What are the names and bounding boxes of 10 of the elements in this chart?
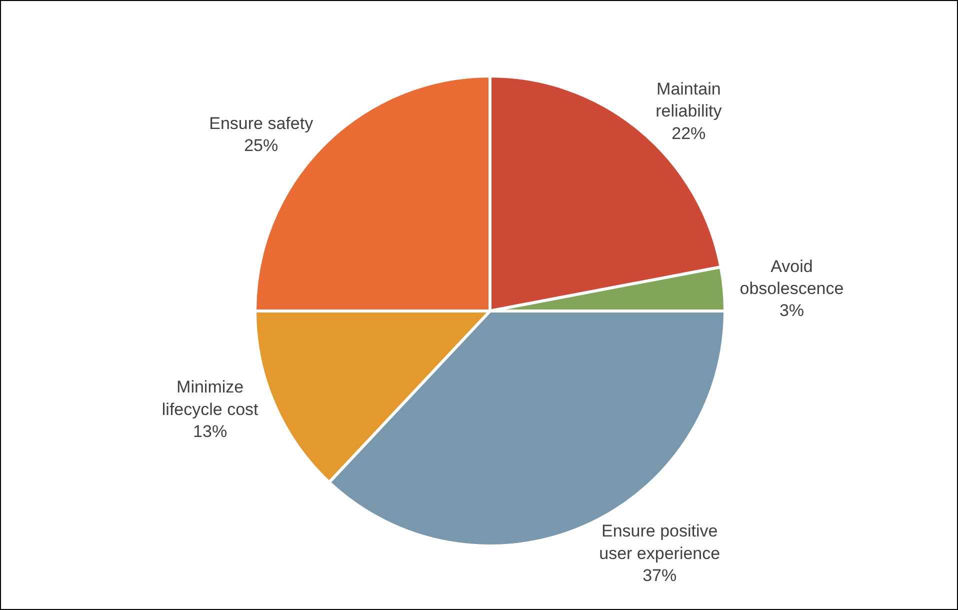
slice-label: Ensure positive user experience <box>599 522 720 563</box>
data-label: 25% <box>244 136 278 156</box>
data-label: 3% <box>779 301 804 320</box>
data-label: 37% <box>642 566 677 585</box>
slice-label: Minimize lifecycle cost <box>162 378 259 419</box>
slice-label: Avoid obsolescence <box>740 257 844 298</box>
data-label: 22% <box>672 124 706 143</box>
slice-label: Maintain reliability <box>656 80 722 121</box>
slice-label: Ensure safety <box>209 114 314 134</box>
data-label: 13% <box>193 422 228 441</box>
